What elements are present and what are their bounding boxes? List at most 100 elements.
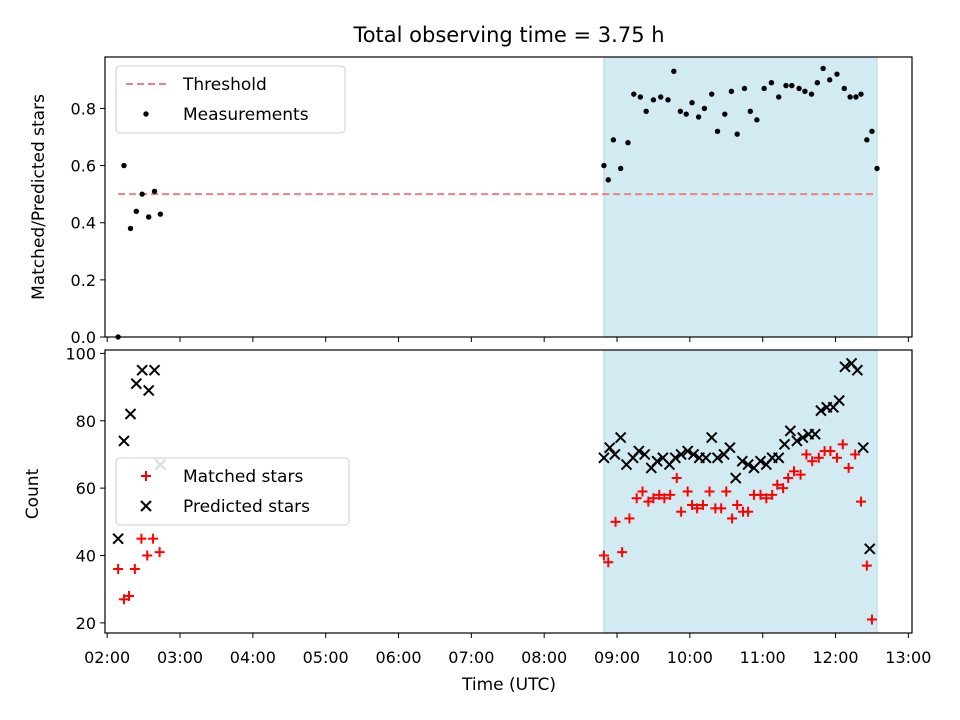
bottom-legend-label: Predicted stars [183,497,310,517]
matched-star-marker [783,473,794,484]
matched-star-marker [866,614,877,625]
measurement-point [747,108,754,114]
measurement-point [617,165,624,172]
legend-measurements-swatch [143,111,149,117]
measurement-point [157,211,164,217]
measurement-point [858,91,864,97]
top-legend-label: Measurements [183,105,309,125]
matched-star-marker [778,483,789,494]
measurement-point [658,94,664,100]
matched-star-marker [856,496,867,507]
bottom-shaded-region [603,349,878,634]
predicted-star-marker-b [797,431,809,444]
measurement-point [741,85,748,92]
x-axis-label: Time (UTC) [461,675,556,695]
measurement-point [665,97,671,103]
measurement-point [146,214,152,220]
legend-predicted-swatch-b [140,500,152,512]
x-tick-label: 07:00 [448,648,494,667]
predicted-star-marker [130,377,143,390]
bottom-y-axis-label: Count [23,468,43,519]
measurement-point [722,111,728,117]
predicted-star-marker-b [851,364,864,376]
predicted-star-marker-b [736,455,749,467]
matched-star-marker [136,533,147,544]
predicted-star-marker [142,384,155,397]
matched-star-marker [807,456,818,467]
predicted-star-marker-b [857,441,869,454]
measurement-point [139,191,145,197]
predicted-star-marker-b [118,435,130,447]
measurement-point [814,80,821,86]
matched-star-marker [813,452,824,463]
matched-star-marker [659,493,670,504]
predicted-star-marker-b [681,445,694,457]
predicted-star-marker-b [705,431,718,444]
predicted-star-marker [681,445,694,457]
matched-star-marker [598,550,609,561]
matched-star-marker [850,449,861,460]
x-tick-label: 02:00 [84,648,130,667]
predicted-star-marker-b [833,394,845,407]
predicted-star-marker-b [687,448,700,461]
matched-star-marker [631,493,642,504]
x-tick-label: 10:00 [667,648,713,667]
measurement-point [637,94,644,100]
predicted-star-marker [784,425,797,437]
predicted-star-marker [604,441,616,454]
predicted-star-marker-b [124,408,137,420]
predicted-star-marker [742,458,754,471]
matched-star-marker [118,594,129,605]
matched-star-marker [142,550,153,561]
predicted-star-marker [687,448,700,461]
predicted-star-marker [136,364,148,376]
top-y-tick-label: 0.6 [71,157,96,176]
predicted-star-marker-b [651,455,663,467]
measurement-point [643,108,649,114]
plot-layer: 0.0 0.2 0.4 0.6 0.8 Threshold Measurements 20 40… [65,56,931,667]
matched-star-marker [697,499,708,510]
predicted-star-marker-b [845,357,858,370]
predicted-star-marker-b [864,543,876,555]
bottom-y-tick-label: 60 [76,479,96,498]
measurement-point [709,91,715,97]
predicted-star-marker [857,441,869,454]
matched-star-marker [654,489,665,500]
measurement-point [864,137,870,143]
predicted-star-marker [614,431,627,444]
top-shaded-region [603,56,878,338]
matched-star-marker [637,486,648,497]
measurement-point [734,131,740,137]
predicted-star-marker [839,361,851,373]
bottom-y-tick-label: 20 [76,614,96,633]
measurement-point [121,162,127,169]
matched-star-marker [743,506,754,517]
matched-star-marker [704,486,715,497]
matched-star-marker [761,493,772,504]
predicted-star-marker-b [638,448,651,461]
predicted-star-marker-b [809,428,821,440]
measurement-point [808,91,815,97]
predicted-star-marker-b [598,452,610,464]
top-axes-frame [104,56,913,338]
matched-star-marker [721,486,732,497]
matched-star-marker [692,503,703,514]
top-y-tick-label: 0.2 [71,271,96,290]
bottom-y-tick-label: 100 [65,344,96,363]
measurement-point [761,85,767,92]
matched-star-marker [154,547,165,558]
matched-star-marker [682,486,693,497]
top-y-tick-label: 0.8 [71,99,96,118]
matched-star-marker [148,533,159,544]
predicted-star-marker [791,435,803,447]
predicted-star-marker [809,428,821,440]
bottom-axes-frame [104,349,913,634]
measurement-point [631,91,637,97]
predicted-star-marker [124,408,137,420]
predicted-star-marker-b [815,404,827,417]
bottom-y-tick-label: 40 [76,547,96,566]
matched-star-marker [727,513,738,524]
predicted-star-marker [669,452,681,464]
measurement-point [768,80,775,86]
